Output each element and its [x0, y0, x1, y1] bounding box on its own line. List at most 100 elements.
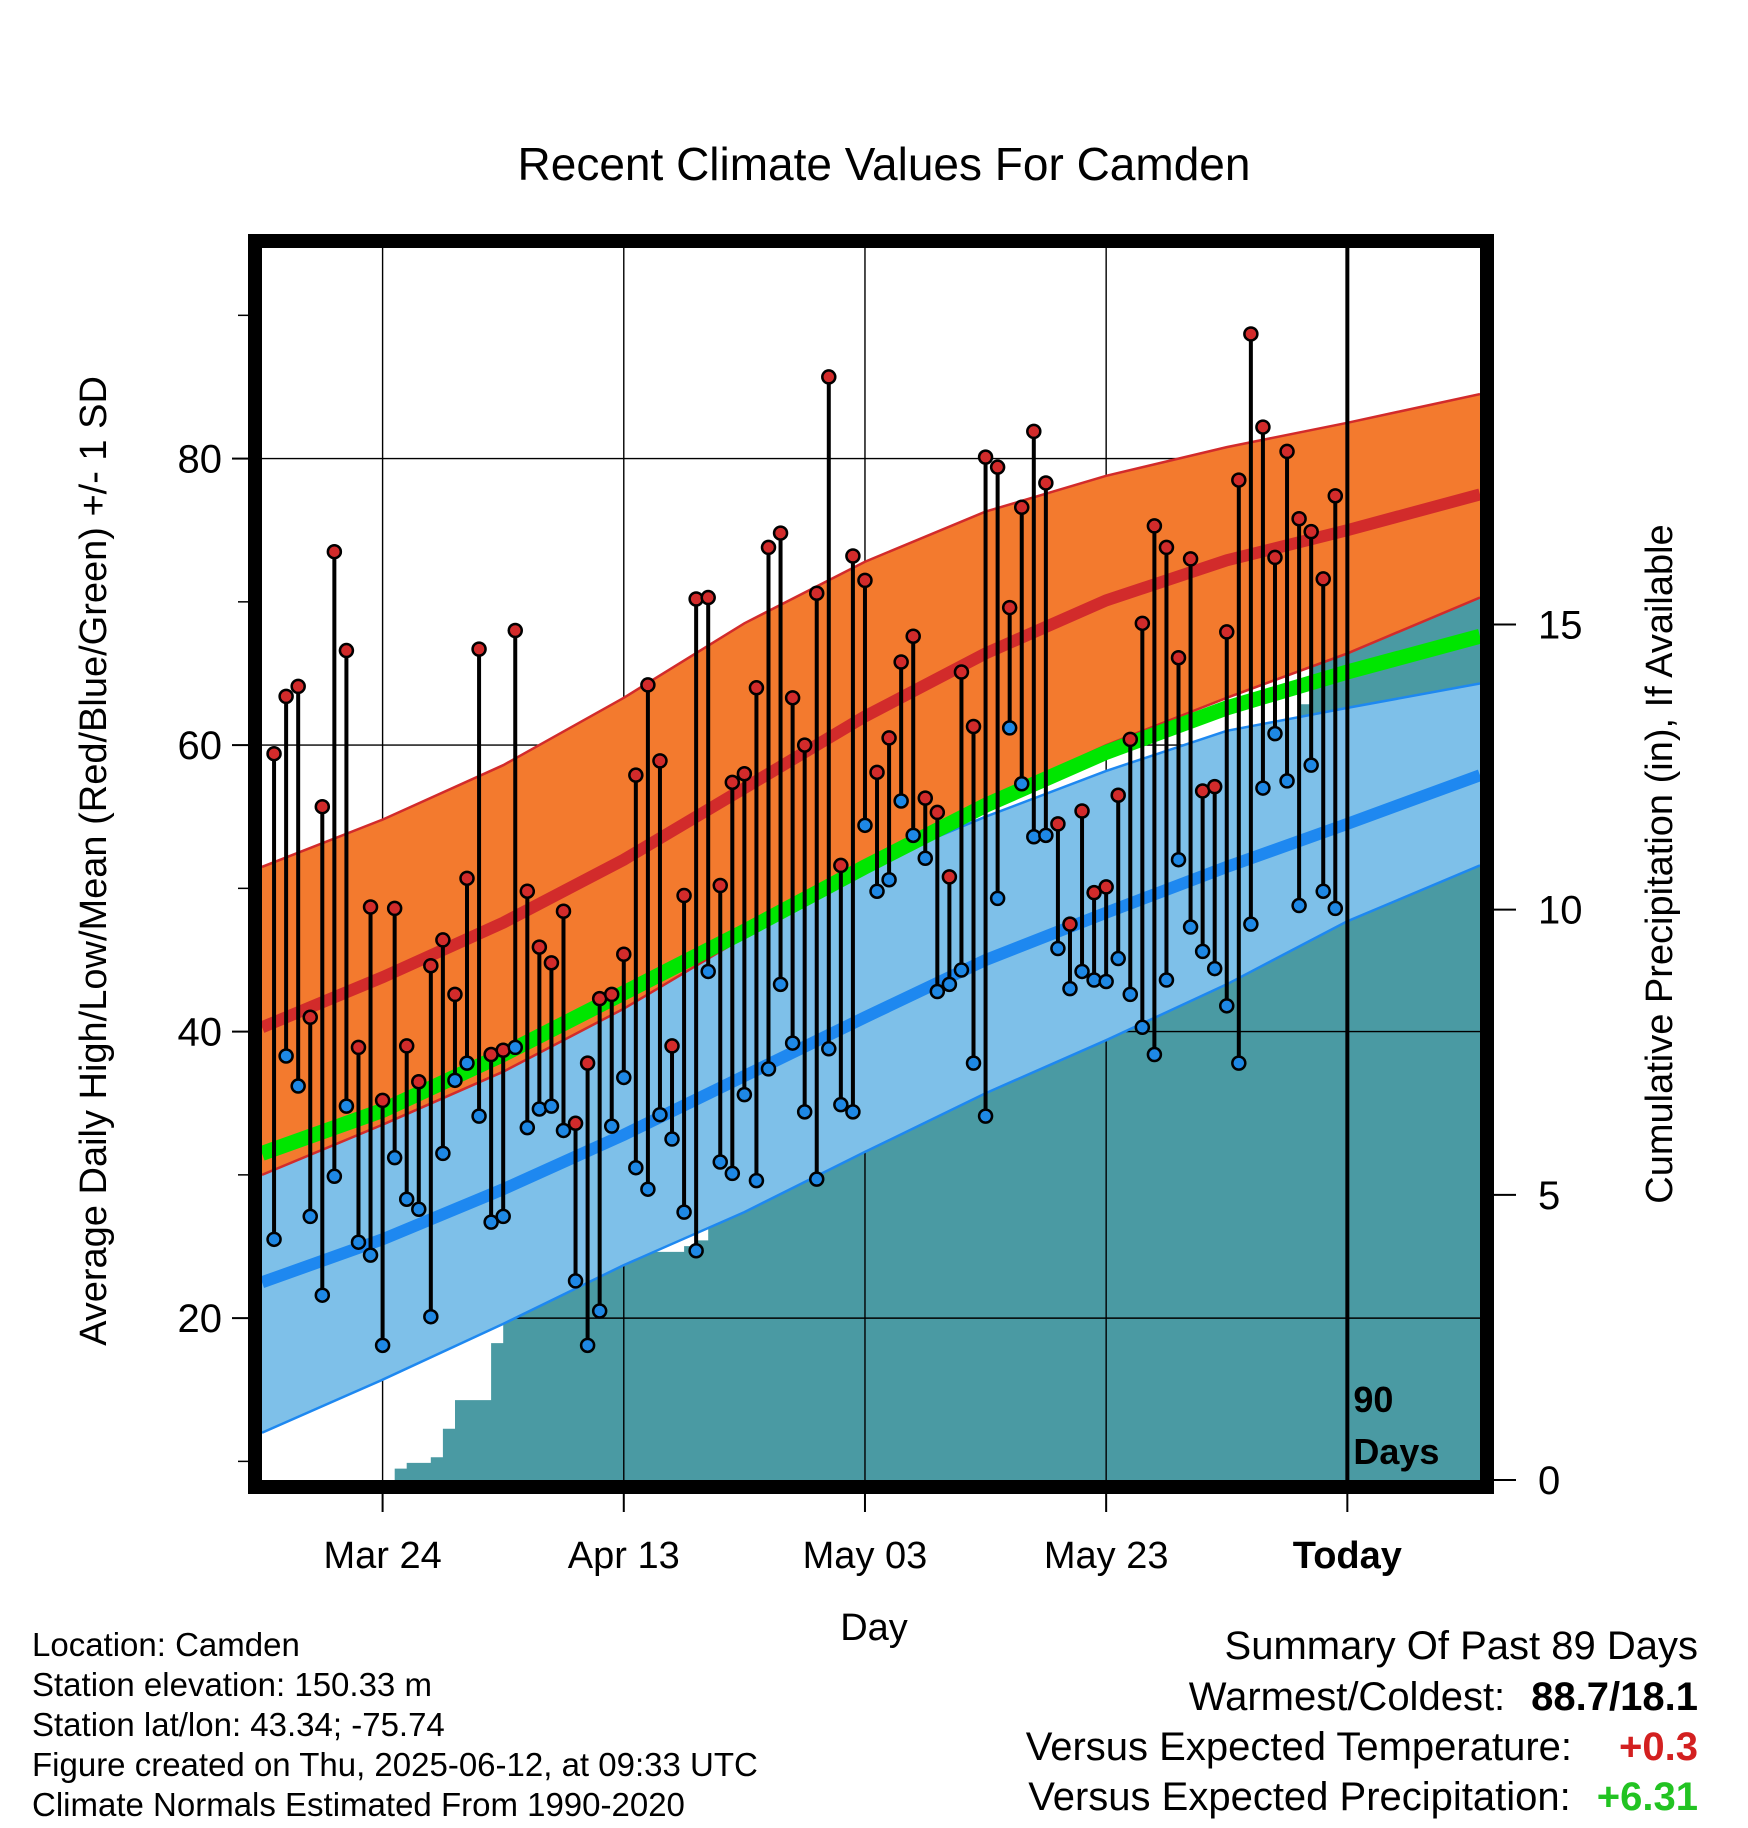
x-tick-label: May 03 [803, 1535, 928, 1577]
daily-low-point [314, 1287, 331, 1303]
y2-tick-label: 5 [1538, 1174, 1560, 1218]
daily-high-point [965, 718, 982, 735]
daily-high-point [905, 628, 921, 644]
precip-departure-label: Versus Expected Precipitation: [1028, 1775, 1571, 1819]
daily-low-point [869, 883, 885, 899]
daily-low-point [1255, 780, 1271, 796]
daily-high-point [1134, 615, 1151, 632]
daily-high-point [1327, 488, 1344, 504]
daily-high-point [1170, 649, 1187, 666]
daily-low-point [941, 976, 958, 993]
daily-low-point [977, 1108, 994, 1124]
daily-high-point [543, 955, 560, 971]
daily-high-point [1206, 778, 1223, 795]
daily-low-point [748, 1172, 765, 1189]
daily-high-point [1158, 539, 1175, 556]
location-text: Location: Camden [32, 1626, 300, 1663]
y-tick-label: 60 [178, 724, 223, 768]
daily-low-point [929, 983, 946, 1000]
daily-high-point [579, 1055, 596, 1071]
daily-high-point [941, 869, 958, 885]
daily-low-point [616, 1069, 632, 1086]
x-tick-label: Today [1293, 1535, 1402, 1577]
daily-high-point [772, 525, 789, 541]
daily-low-point [1279, 773, 1295, 789]
summary-panel: Summary Of Past 89 Days Warmest/Coldest:… [1026, 1620, 1698, 1822]
daily-high-point [1146, 518, 1163, 534]
temp-departure-row: Versus Expected Temperature: +0.3 [1026, 1722, 1698, 1772]
daily-high-point [808, 585, 825, 601]
daily-low-point [772, 976, 789, 993]
daily-low-point [1110, 950, 1126, 967]
daily-low-point [519, 1119, 536, 1136]
x-tick-label: Mar 24 [323, 1535, 441, 1577]
daily-high-point [447, 986, 463, 1003]
daily-high-point [1026, 423, 1042, 440]
daily-low-point [905, 827, 921, 844]
daily-low-point [603, 1118, 620, 1134]
plot-content: 90 Days [262, 248, 1480, 1480]
daily-high-point [796, 737, 813, 753]
daily-low-point [495, 1208, 511, 1225]
daily-high-point [1291, 511, 1307, 527]
daily-high-point [1279, 443, 1295, 460]
daily-high-point [1110, 787, 1126, 803]
summary-title: Summary Of Past 89 Days [1224, 1624, 1698, 1668]
daily-low-point [664, 1131, 680, 1147]
daily-high-point [857, 572, 873, 589]
daily-high-point [1315, 571, 1331, 587]
daily-low-point [326, 1168, 343, 1185]
daily-high-point [338, 642, 355, 659]
daily-low-point [1098, 973, 1114, 990]
chart-title: Recent Climate Values For Camden [518, 138, 1251, 190]
daily-low-point [1194, 943, 1211, 960]
normal-mean-line [262, 628, 1480, 1161]
daily-low-point [447, 1072, 463, 1089]
warm-cold-value: 88.7/18.1 [1531, 1675, 1698, 1719]
daily-low-point [398, 1191, 415, 1207]
daily-low-point [483, 1214, 499, 1230]
daily-high-point [881, 730, 897, 746]
y-tick-label: 80 [178, 438, 223, 482]
precip-departure-value: +6.31 [1596, 1775, 1698, 1819]
y2-tick-label: 10 [1538, 889, 1583, 933]
latlon-text: Station lat/lon: 43.34; -75.74 [32, 1706, 445, 1743]
daily-high-point [821, 369, 837, 385]
daily-high-point [1013, 499, 1030, 516]
temp-departure-label: Versus Expected Temperature: [1025, 1725, 1572, 1769]
daily-high-point [314, 798, 331, 815]
daily-low-point [1182, 919, 1199, 935]
daily-low-point [338, 1098, 355, 1114]
daily-low-point [386, 1149, 403, 1166]
daily-low-point [953, 962, 970, 978]
daily-high-point [567, 1115, 584, 1132]
daily-low-point [543, 1098, 560, 1114]
today-days-label: 90 [1353, 1379, 1393, 1420]
y-tick-label: 20 [178, 1297, 223, 1341]
daily-high-point [616, 946, 632, 963]
daily-high-point [1062, 916, 1078, 932]
daily-high-point [1001, 599, 1018, 616]
daily-low-point [893, 793, 909, 809]
daily-low-point [1038, 827, 1054, 844]
daily-high-point [471, 641, 487, 657]
daily-low-point [350, 1234, 367, 1250]
daily-low-point [1327, 900, 1344, 917]
daily-low-point [507, 1039, 523, 1056]
y2-tick-label: 15 [1538, 603, 1583, 647]
y2-tick-label: 0 [1538, 1459, 1560, 1503]
daily-low-point [1291, 897, 1307, 914]
daily-low-point [760, 1061, 777, 1077]
daily-high-point [929, 804, 946, 821]
daily-high-point [1074, 803, 1090, 819]
daily-high-point [386, 900, 403, 917]
x-axis-label: Day [840, 1607, 908, 1649]
daily-high-point [362, 899, 379, 915]
daily-low-point [555, 1122, 572, 1139]
daily-high-point [700, 589, 716, 606]
daily-high-point [1122, 731, 1139, 748]
daily-low-point [1146, 1046, 1163, 1063]
daily-observations [266, 326, 1344, 1354]
daily-low-point [567, 1273, 584, 1289]
daily-low-point [1315, 883, 1331, 899]
